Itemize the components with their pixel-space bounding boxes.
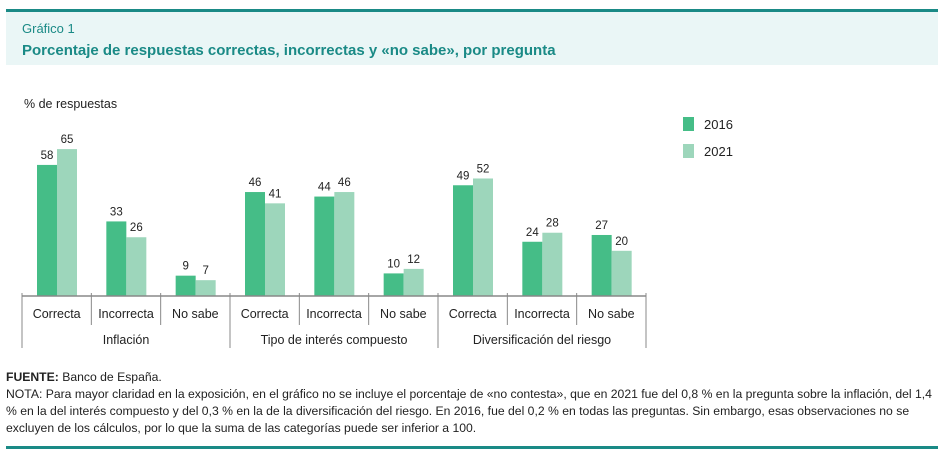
data-label: 20 bbox=[615, 236, 628, 248]
category-label: Incorrecta bbox=[514, 307, 570, 321]
bar-2021 bbox=[334, 192, 355, 296]
bar-2016 bbox=[314, 196, 335, 296]
bar-2021 bbox=[473, 178, 493, 296]
top-rule bbox=[6, 9, 938, 12]
legend-swatch-2021 bbox=[683, 144, 694, 158]
data-label: 27 bbox=[595, 220, 608, 232]
data-label: 49 bbox=[457, 170, 470, 182]
legend-label-2021: 2021 bbox=[704, 144, 733, 159]
category-label: Incorrecta bbox=[306, 307, 362, 321]
data-label: 9 bbox=[182, 261, 188, 273]
data-label: 24 bbox=[526, 227, 539, 239]
data-label: 52 bbox=[477, 163, 490, 175]
category-label: Incorrecta bbox=[98, 307, 154, 321]
data-label: 7 bbox=[202, 265, 208, 277]
data-label: 28 bbox=[546, 218, 559, 230]
group-label: Diversificación del riesgo bbox=[473, 333, 611, 347]
category-label: No sabe bbox=[588, 307, 635, 321]
legend-swatch-2016 bbox=[683, 117, 694, 131]
bar-2016 bbox=[383, 273, 404, 296]
group-label: Inflación bbox=[103, 333, 150, 347]
data-label: 41 bbox=[269, 188, 282, 200]
bottom-rule bbox=[6, 446, 938, 449]
bar-2016 bbox=[453, 185, 473, 296]
group-label: Tipo de interés compuesto bbox=[261, 333, 408, 347]
data-label: 46 bbox=[249, 177, 262, 189]
category-label: Correcta bbox=[449, 307, 497, 321]
bar-2016 bbox=[522, 241, 543, 296]
data-label: 46 bbox=[338, 177, 351, 189]
footer: FUENTE: Banco de España. NOTA: Para mayo… bbox=[6, 369, 936, 437]
bar-2016 bbox=[175, 275, 196, 296]
data-label: 58 bbox=[41, 150, 54, 162]
bar-2021 bbox=[611, 250, 632, 296]
category-label: No sabe bbox=[380, 307, 427, 321]
bar-2016 bbox=[106, 221, 127, 296]
bar-2021 bbox=[126, 237, 147, 296]
chart-header: Gráfico 1 Porcentaje de respuestas corre… bbox=[6, 12, 938, 65]
bar-2016 bbox=[37, 164, 57, 296]
source-label: FUENTE: bbox=[6, 370, 59, 384]
y-axis-label: % de respuestas bbox=[24, 97, 117, 111]
category-label: Correcta bbox=[241, 307, 289, 321]
bar-2021 bbox=[542, 232, 563, 296]
data-label: 10 bbox=[387, 258, 400, 270]
chart-kicker: Gráfico 1 bbox=[22, 21, 75, 36]
bar-2021 bbox=[57, 149, 77, 296]
bar-2021 bbox=[403, 268, 424, 296]
data-label: 65 bbox=[61, 134, 74, 146]
note-text: NOTA: Para mayor claridad en la exposici… bbox=[6, 387, 932, 435]
data-label: 33 bbox=[110, 206, 123, 218]
data-label: 12 bbox=[407, 254, 420, 266]
legend-label-2016: 2016 bbox=[704, 117, 733, 132]
data-label: 26 bbox=[130, 222, 143, 234]
data-label: 44 bbox=[318, 182, 331, 194]
bar-2021 bbox=[265, 203, 285, 296]
bar-2021 bbox=[195, 280, 216, 296]
bar-2016 bbox=[591, 234, 612, 296]
source-text: Banco de España. bbox=[58, 370, 162, 384]
bar-2016 bbox=[245, 192, 265, 296]
category-label: No sabe bbox=[172, 307, 219, 321]
chart-title: Porcentaje de respuestas correctas, inco… bbox=[22, 42, 556, 59]
category-label: Correcta bbox=[33, 307, 81, 321]
